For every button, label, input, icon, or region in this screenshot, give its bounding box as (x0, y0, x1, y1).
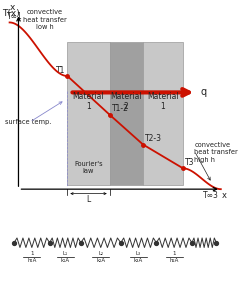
Text: x: x (9, 3, 15, 12)
Text: h₂A: h₂A (169, 258, 179, 262)
Bar (67, 42, 110, 185)
Text: Material
1: Material 1 (147, 92, 179, 111)
Text: h₁A: h₁A (27, 258, 36, 262)
Text: T∞3: T∞3 (203, 190, 219, 200)
Text: k₂A: k₂A (96, 258, 105, 262)
Bar (110, 42, 143, 185)
Text: k₁A: k₁A (61, 258, 70, 262)
Text: L: L (87, 194, 91, 203)
Text: convective
heat transfer
high h: convective heat transfer high h (194, 142, 238, 163)
Text: Material
1: Material 1 (73, 92, 104, 111)
Text: L₂: L₂ (98, 251, 103, 256)
Text: T3: T3 (185, 158, 195, 167)
Text: surface temp.: surface temp. (5, 119, 52, 125)
Text: L₁: L₁ (63, 251, 68, 256)
Text: T2-3: T2-3 (145, 134, 162, 143)
Text: T1: T1 (56, 65, 65, 74)
Text: T∞1: T∞1 (7, 12, 23, 21)
Text: 1: 1 (172, 251, 176, 256)
Text: Material
2: Material 2 (111, 92, 142, 111)
Bar (143, 42, 183, 185)
Text: T(x): T(x) (2, 9, 19, 18)
Text: L₃: L₃ (136, 251, 141, 256)
Text: T1-2: T1-2 (112, 104, 129, 113)
Text: 1: 1 (30, 251, 34, 256)
Text: convective
heat transfer
low h: convective heat transfer low h (23, 9, 67, 30)
Text: Fourier's
law: Fourier's law (74, 161, 103, 174)
Text: k₃A: k₃A (134, 258, 143, 262)
Text: x: x (222, 190, 227, 200)
Text: q: q (201, 87, 207, 98)
